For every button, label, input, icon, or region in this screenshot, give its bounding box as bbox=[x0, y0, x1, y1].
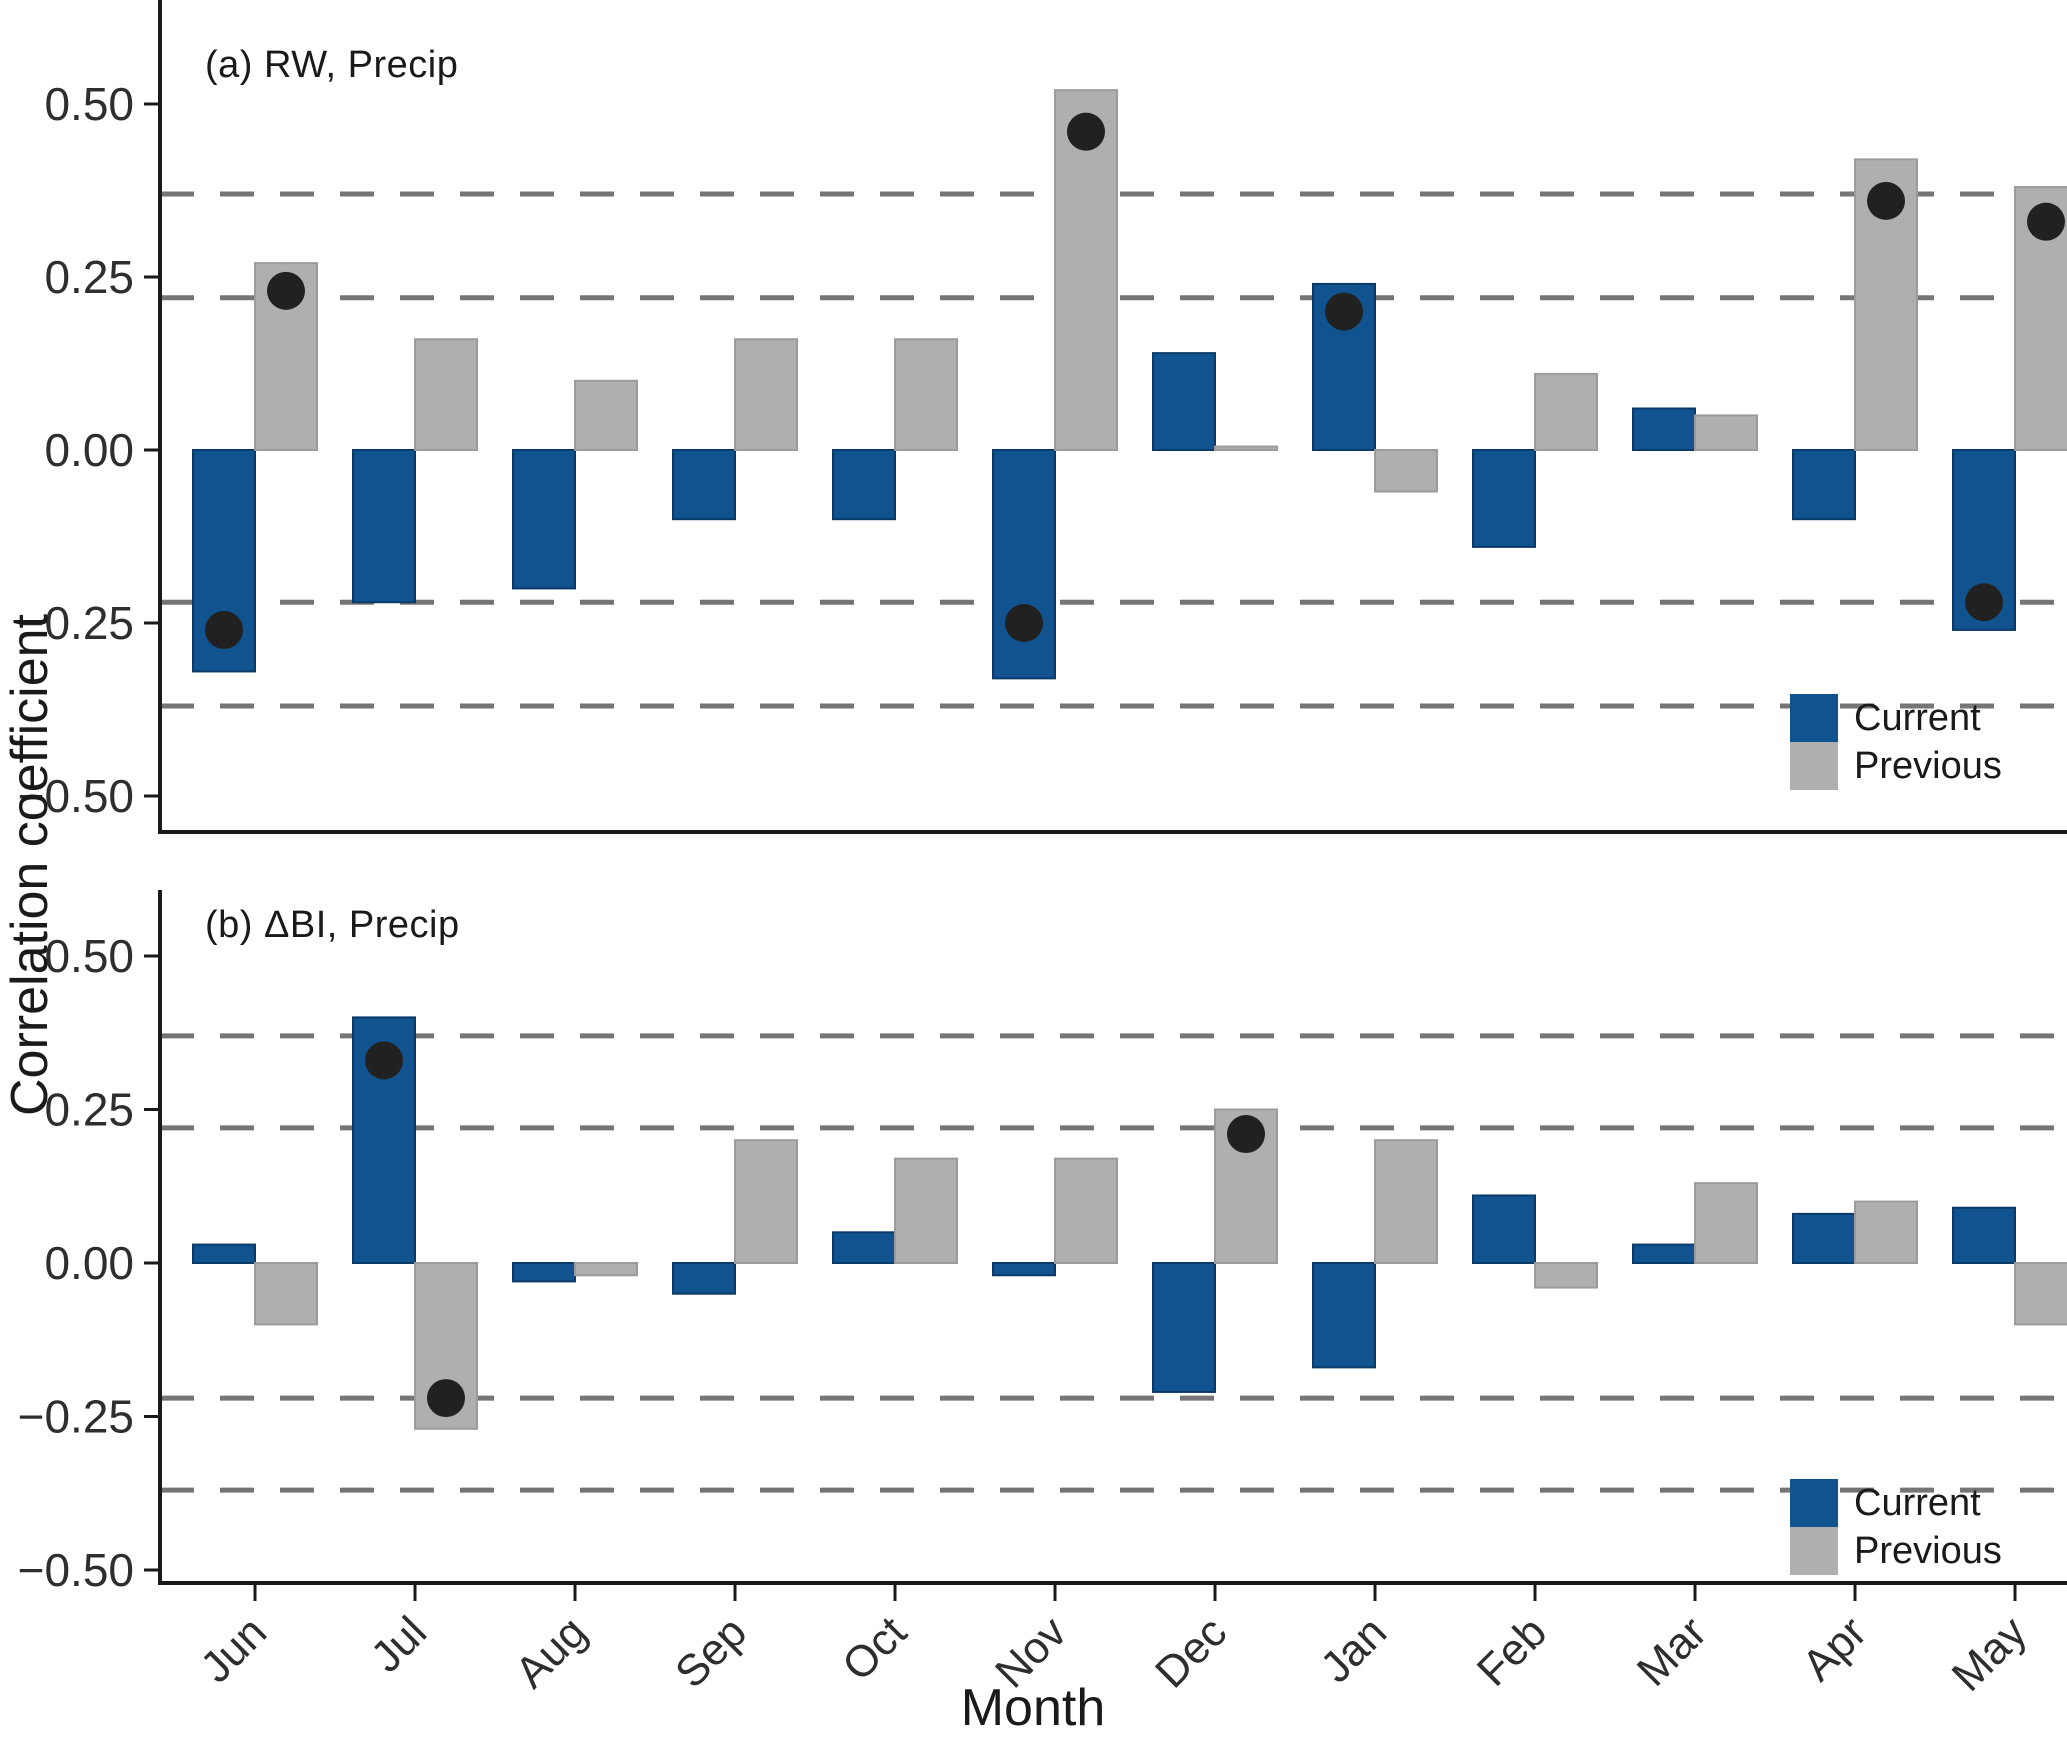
bar-previous-Feb bbox=[1534, 1262, 1598, 1289]
y-tick-label: 0.50 bbox=[44, 78, 134, 130]
bar-previous-Jun bbox=[254, 1262, 318, 1326]
bar-previous-Jul bbox=[414, 338, 478, 451]
previous-color-swatch bbox=[1790, 1527, 1838, 1575]
y-tick-label: 0.00 bbox=[44, 1237, 134, 1289]
significance-dot-previous-Nov bbox=[1067, 112, 1105, 151]
legend-label-current: Current bbox=[1854, 1481, 1981, 1524]
x-tick-label-Dec: Dec bbox=[1146, 1607, 1236, 1697]
significance-dot-current-Jul bbox=[365, 1041, 403, 1080]
panel-a-title: (a) RW, Precip bbox=[205, 44, 459, 86]
x-tick-label-Jul: Jul bbox=[362, 1607, 436, 1681]
legend-panel-a: Current Previous bbox=[1790, 694, 2067, 790]
bar-current-Aug bbox=[512, 449, 576, 590]
bar-previous-Apr bbox=[1854, 1200, 1918, 1264]
bar-current-Aug bbox=[512, 1262, 576, 1283]
bar-current-Jan bbox=[1312, 1262, 1376, 1369]
bar-previous-Aug bbox=[574, 379, 638, 451]
current-color-swatch bbox=[1790, 1479, 1838, 1527]
bar-current-Dec bbox=[1152, 352, 1216, 451]
legend-row-current: Current bbox=[1790, 1479, 2067, 1527]
bar-previous-Mar bbox=[1694, 1182, 1758, 1265]
x-tick-label-May: May bbox=[1943, 1607, 2036, 1700]
significance-dot-previous-Jun bbox=[267, 271, 305, 310]
significance-dot-previous-Dec bbox=[1227, 1115, 1265, 1154]
legend-label-current: Current bbox=[1854, 696, 1981, 739]
legend-row-current: Current bbox=[1790, 694, 2067, 742]
x-axis-title: Month bbox=[960, 1679, 1106, 1737]
bar-current-Oct bbox=[832, 449, 896, 521]
bar-previous-May bbox=[2014, 1262, 2067, 1326]
bar-previous-Oct bbox=[894, 1157, 958, 1264]
bar-previous-Dec bbox=[1214, 445, 1278, 452]
x-tick-label-Oct: Oct bbox=[833, 1607, 916, 1690]
current-color-swatch bbox=[1790, 694, 1838, 742]
legend-panel-b: Current Previous bbox=[1790, 1479, 2067, 1575]
legend-row-previous: Previous bbox=[1790, 1527, 2067, 1575]
significance-dot-previous-May bbox=[2027, 202, 2065, 241]
x-tick-label-Aug: Aug bbox=[506, 1607, 596, 1697]
significance-dot-current-Jan bbox=[1325, 292, 1363, 331]
significance-dot-current-May bbox=[1965, 583, 2003, 622]
bar-previous-Mar bbox=[1694, 414, 1758, 451]
bar-current-Sep bbox=[672, 1262, 736, 1295]
bar-current-Jul bbox=[352, 449, 416, 604]
y-tick-label: −0.50 bbox=[18, 1544, 134, 1596]
bar-previous-Nov bbox=[1054, 1157, 1118, 1264]
previous-color-swatch bbox=[1790, 742, 1838, 790]
bar-current-Mar bbox=[1632, 407, 1696, 452]
bar-previous-Jan bbox=[1374, 1139, 1438, 1264]
bar-current-Dec bbox=[1152, 1262, 1216, 1393]
legend-label-previous: Previous bbox=[1854, 744, 2002, 787]
y-tick-label: 0.25 bbox=[44, 1084, 134, 1136]
panel-b-title: (b) ΔBI, Precip bbox=[205, 904, 460, 946]
bar-current-Apr bbox=[1792, 449, 1856, 521]
y-tick-label: 0.00 bbox=[44, 424, 134, 476]
y-tick-label: −0.25 bbox=[18, 597, 134, 649]
bar-current-Mar bbox=[1632, 1243, 1696, 1264]
x-tick-label-Mar: Mar bbox=[1628, 1607, 1716, 1695]
legend-row-previous: Previous bbox=[1790, 742, 2067, 790]
legend-label-previous: Previous bbox=[1854, 1529, 2002, 1572]
bar-previous-Sep bbox=[734, 338, 798, 451]
bar-current-Nov bbox=[992, 449, 1056, 680]
y-tick-label: 0.50 bbox=[44, 930, 134, 982]
bar-current-Feb bbox=[1472, 1194, 1536, 1264]
x-tick-label-Apr: Apr bbox=[1793, 1607, 1876, 1690]
bar-current-Apr bbox=[1792, 1212, 1856, 1265]
x-tick-label-Sep: Sep bbox=[666, 1607, 756, 1697]
bar-current-Feb bbox=[1472, 449, 1536, 548]
bar-current-Jun bbox=[192, 1243, 256, 1264]
bar-previous-Jan bbox=[1374, 449, 1438, 493]
bar-current-Sep bbox=[672, 449, 736, 521]
bar-current-May bbox=[1952, 1206, 2016, 1264]
significance-dot-current-Nov bbox=[1005, 604, 1043, 642]
significance-dot-current-Jun bbox=[205, 610, 243, 649]
bar-previous-Sep bbox=[734, 1139, 798, 1264]
bar-current-Oct bbox=[832, 1231, 896, 1265]
significance-dot-previous-Apr bbox=[1867, 181, 1905, 220]
y-tick-label: −0.50 bbox=[18, 770, 134, 822]
bar-previous-Aug bbox=[574, 1262, 638, 1277]
x-tick-label-Jun: Jun bbox=[191, 1607, 276, 1692]
y-tick-label: 0.25 bbox=[44, 251, 134, 303]
bar-previous-Feb bbox=[1534, 372, 1598, 452]
significance-dot-previous-Jul bbox=[427, 1379, 465, 1418]
x-tick-label-Feb: Feb bbox=[1468, 1607, 1556, 1695]
x-tick-label-Jan: Jan bbox=[1311, 1607, 1396, 1692]
bar-previous-Oct bbox=[894, 338, 958, 451]
y-axis-title: Correlation coefficient bbox=[1, 614, 59, 1116]
y-tick-label: −0.25 bbox=[18, 1391, 134, 1443]
bar-current-Nov bbox=[992, 1262, 1056, 1277]
